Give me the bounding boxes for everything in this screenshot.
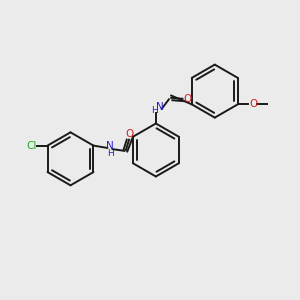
Text: H: H xyxy=(107,149,114,158)
Text: N: N xyxy=(156,102,164,112)
Text: O: O xyxy=(125,129,134,139)
Text: O: O xyxy=(183,94,191,104)
Text: N: N xyxy=(106,141,113,151)
Text: H: H xyxy=(151,106,158,115)
Text: O: O xyxy=(249,99,257,110)
Text: Cl: Cl xyxy=(26,141,36,151)
